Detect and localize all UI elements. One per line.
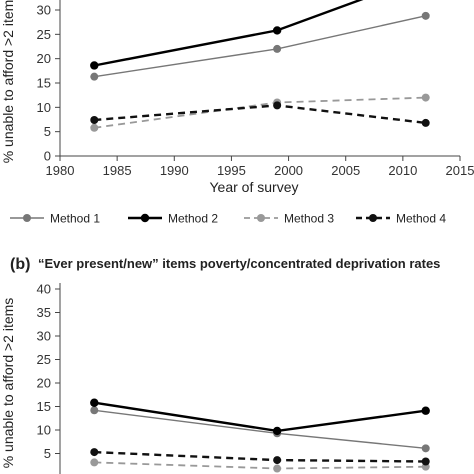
panel-b: (b) “Ever present/new” items poverty/con… xyxy=(0,256,440,474)
panelB-series-4-point xyxy=(273,456,282,465)
panelB-series-3-point xyxy=(273,464,282,473)
panelA-y-tick-label: 15 xyxy=(37,76,51,91)
panelA-series-3-point xyxy=(421,93,430,102)
panelA-series-line-2 xyxy=(94,0,364,67)
panelA-series-line-1 xyxy=(94,15,426,78)
panelB-series-1-point xyxy=(421,444,430,453)
panelB-series-line-4 xyxy=(94,450,426,463)
legend: Method 1 Method 2 Method 3 Method 4 xyxy=(10,212,446,226)
panelA-series-4-point xyxy=(90,115,99,124)
panelA-y-tick-label: 0 xyxy=(44,149,51,164)
legend-marker-1 xyxy=(23,214,31,222)
legend-marker-3 xyxy=(257,214,265,222)
panel-a-x-axis-title: Year of survey xyxy=(210,179,299,195)
panelB-y-tick-label: 40 xyxy=(37,282,51,297)
panelA-x-tick-label: 1990 xyxy=(160,163,189,178)
panel-b-y-axis-title: % unable to afford >2 items xyxy=(0,298,16,469)
panelB-series-2-point xyxy=(272,426,282,436)
panelB-series-3-point xyxy=(90,458,99,467)
panelB-y-tick-label: 10 xyxy=(37,423,51,438)
panelA-series-line-3 xyxy=(94,96,426,129)
panelB-series-2-point xyxy=(421,406,430,415)
panelA-series-3-point xyxy=(90,123,99,132)
legend-marker-4 xyxy=(369,214,377,222)
panelB-series-2-point xyxy=(90,398,99,407)
panelB-y-tick-label: 35 xyxy=(37,305,51,320)
panelA-x-tick-label: 1995 xyxy=(217,163,246,178)
panelB-y-tick-label: 5 xyxy=(44,446,51,461)
panelA-series-4-point xyxy=(421,118,430,127)
panelA-x-tick-label: 1980 xyxy=(46,163,75,178)
panelA-x-tick-label: 2010 xyxy=(388,163,417,178)
panelA-y-tick-label: 10 xyxy=(37,100,51,115)
panelA-series-4-point xyxy=(273,101,282,110)
panelB-y-tick-label: 30 xyxy=(37,329,51,344)
panelB-series-4-point xyxy=(421,457,430,466)
panelB-y-tick-label: 15 xyxy=(37,399,51,414)
panelA-series-2-point xyxy=(272,26,282,35)
panelB-series-line-3 xyxy=(94,461,426,470)
legend-label-1: Method 1 xyxy=(50,212,100,226)
panel-b-label: (b) xyxy=(10,256,30,273)
legend-label-2: Method 2 xyxy=(168,212,218,226)
panelB-series-1-point xyxy=(90,406,99,415)
panelA-y-tick-label: 5 xyxy=(44,124,51,139)
panel-a: 0 5 10 15 20 25 30 1980 1985 1990 1995 2000 2005 201… xyxy=(0,0,474,195)
panelA-series-1-point xyxy=(90,72,99,81)
panelA-x-tick-label: 1985 xyxy=(103,163,132,178)
panelA-y-tick-label: 30 xyxy=(37,3,51,18)
panelA-y-tick-label: 25 xyxy=(37,27,51,42)
panelA-y-tick-label: 20 xyxy=(37,51,51,66)
panel-a-y-axis-title: % unable to afford >2 items xyxy=(0,0,16,163)
panelA-x-tick-label: 2005 xyxy=(331,163,360,178)
panelB-y-tick-label: 20 xyxy=(37,376,51,391)
legend-label-3: Method 3 xyxy=(284,212,334,226)
panelB-series-4-point xyxy=(90,448,99,457)
panelA-series-1-point xyxy=(421,11,430,20)
legend-label-4: Method 4 xyxy=(396,212,446,226)
legend-marker-2 xyxy=(140,213,150,223)
panel-b-title: “Ever present/new” items poverty/concent… xyxy=(38,256,440,271)
panelA-x-tick-label: 2000 xyxy=(274,163,303,178)
panelA-x-tick-label: 2015 xyxy=(446,163,474,178)
panelA-series-1-point xyxy=(273,44,282,53)
panelA-series-2-point xyxy=(90,61,99,70)
panelB-y-tick-label: 25 xyxy=(37,352,51,367)
